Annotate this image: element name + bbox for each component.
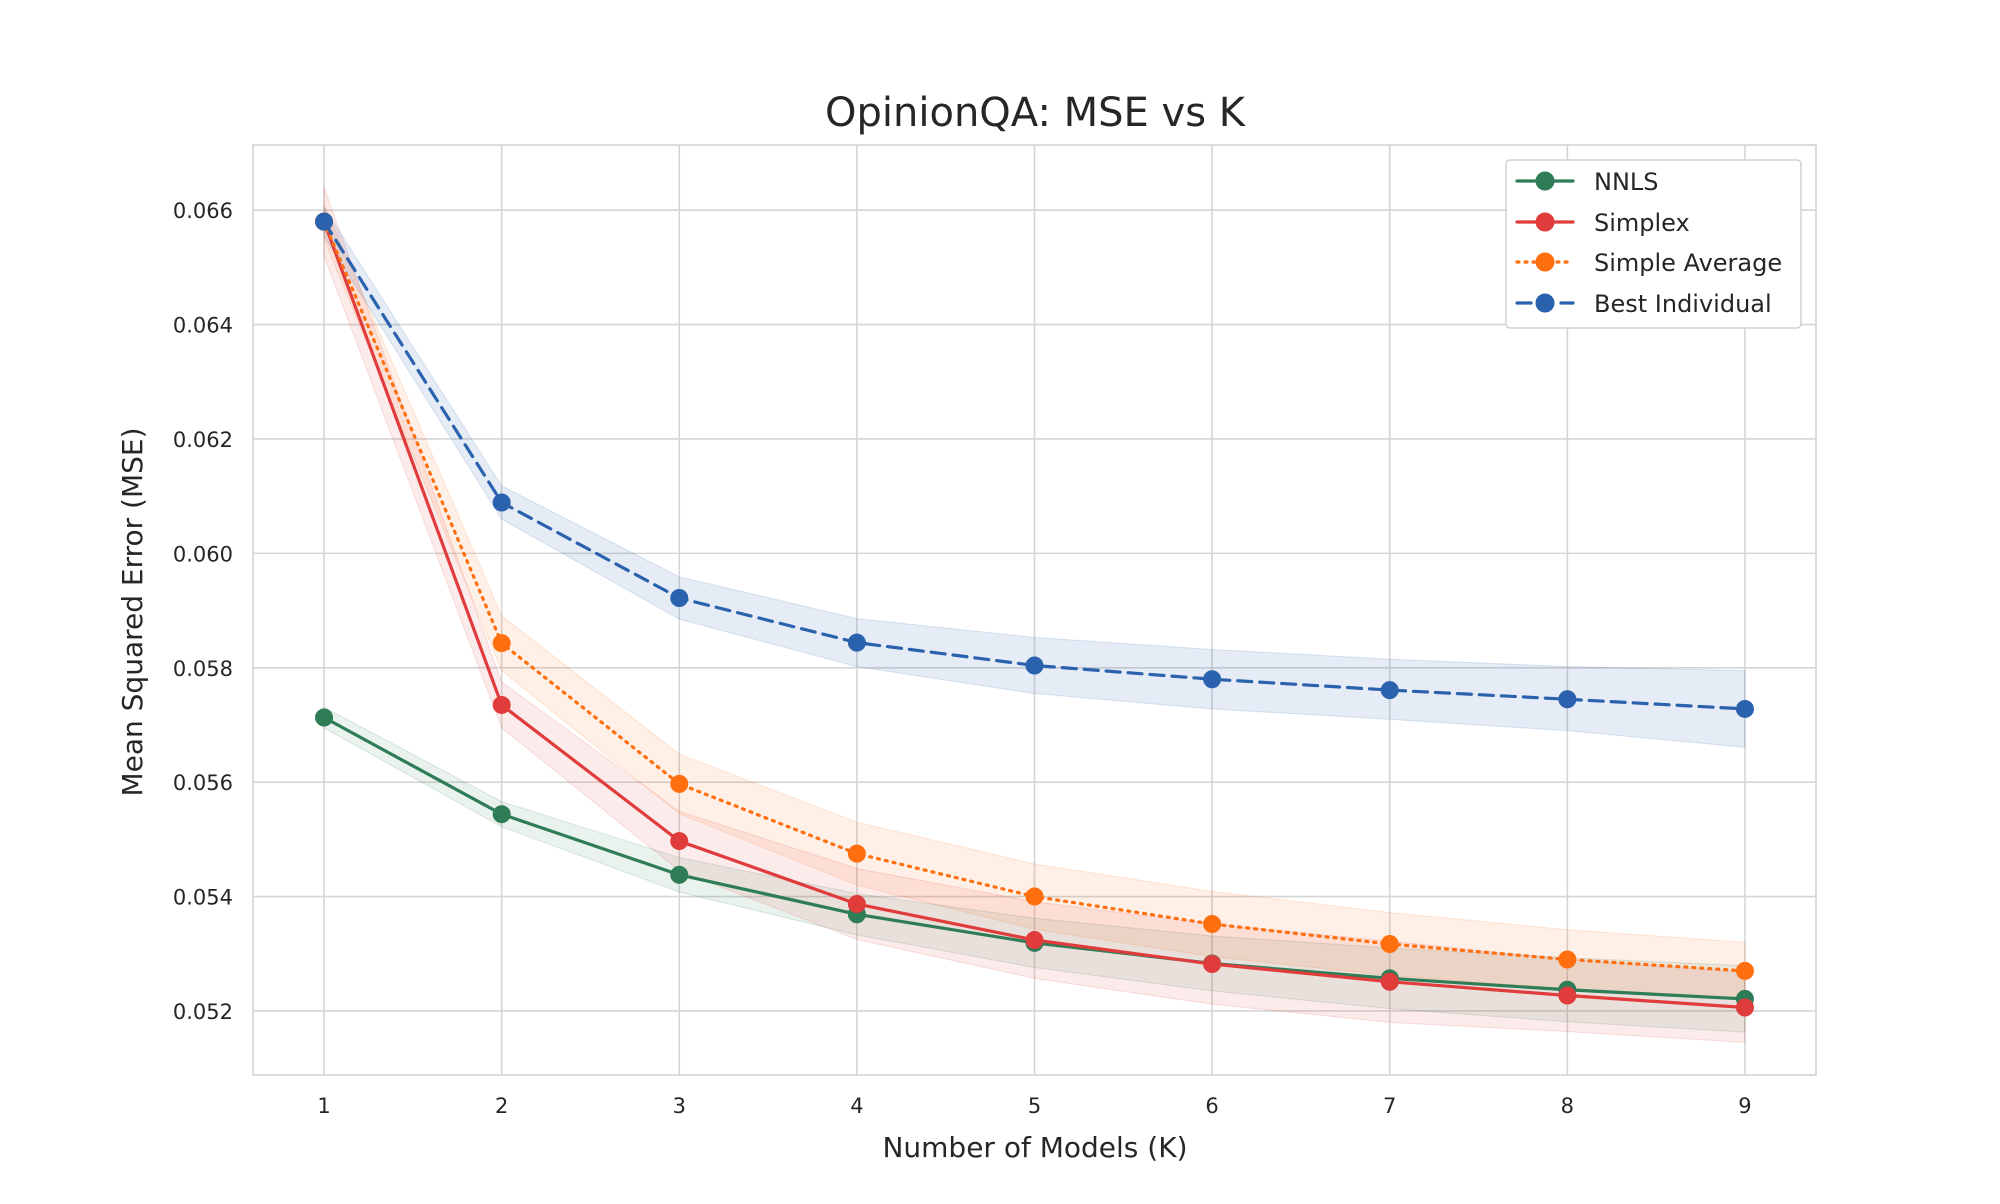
point-best-individual-k1 (315, 212, 334, 231)
point-simplex-k6 (1203, 955, 1222, 974)
point-simplex-k5 (1025, 931, 1044, 950)
y-tick-label-0-066: 0.066 (173, 199, 233, 223)
legend-label-simple-average: Simple Average (1594, 249, 1782, 277)
legend-marker-simplex (1535, 212, 1555, 232)
point-simple-average-k6 (1203, 915, 1222, 934)
y-tick-label-0-054: 0.054 (173, 886, 233, 910)
legend-marker-best-individual (1535, 293, 1555, 313)
y-tick-label-0-064: 0.064 (173, 314, 233, 338)
point-simplex-k4 (847, 894, 866, 913)
x-tick-label-4: 4 (850, 1094, 863, 1118)
point-simple-average-k8 (1558, 950, 1577, 969)
point-best-individual-k2 (492, 493, 511, 512)
point-simplex-k3 (670, 832, 689, 851)
x-tick-label-6: 6 (1205, 1094, 1218, 1118)
point-simple-average-k7 (1380, 935, 1399, 954)
point-nnls-k3 (670, 865, 689, 884)
point-best-individual-k8 (1558, 690, 1577, 709)
y-tick-label-0-060: 0.060 (173, 542, 233, 566)
point-best-individual-k7 (1380, 681, 1399, 700)
point-simple-average-k5 (1025, 887, 1044, 906)
legend-box (1505, 159, 1802, 329)
point-simplex-k2 (492, 695, 511, 714)
legend-item-nnls: NNLS (1515, 168, 1659, 196)
point-simple-average-k2 (492, 634, 511, 653)
point-simplex-k7 (1380, 972, 1399, 991)
tick-label-layer: 1 2 3 4 5 6 7 8 9 0.052 0.054 0.056 0.058 0.060 0.062 0… (173, 199, 1752, 1118)
point-best-individual-k5 (1025, 656, 1044, 675)
x-tick-label-5: 5 (1028, 1094, 1041, 1118)
legend-item-simple-average: Simple Average (1515, 249, 1782, 277)
x-tick-label-7: 7 (1383, 1094, 1396, 1118)
point-simple-average-k9 (1735, 961, 1754, 980)
band-best-individual (323, 205, 1746, 748)
legend: NNLS Simplex Simple Average Best Individ… (1505, 159, 1802, 329)
point-simple-average-k4 (847, 844, 866, 863)
point-best-individual-k6 (1203, 670, 1222, 689)
point-best-individual-k4 (847, 633, 866, 652)
legend-label-simplex: Simplex (1594, 209, 1690, 237)
legend-label-best-individual: Best Individual (1594, 290, 1772, 318)
point-nnls-k2 (492, 805, 511, 824)
y-axis-title: Mean Squared Error (MSE) (116, 427, 149, 796)
x-tick-label-2: 2 (495, 1094, 508, 1118)
legend-label-nnls: NNLS (1594, 168, 1659, 196)
point-best-individual-k9 (1735, 699, 1754, 718)
point-simplex-k8 (1558, 986, 1577, 1005)
chart-title: OpinionQA: MSE vs K (825, 90, 1247, 136)
y-tick-label-0-062: 0.062 (173, 428, 233, 452)
y-tick-label-0-052: 0.052 (173, 1000, 233, 1024)
series-line-best-individual (322, 220, 1747, 711)
x-tick-label-3: 3 (673, 1094, 686, 1118)
x-tick-label-8: 8 (1561, 1094, 1574, 1118)
legend-item-best-individual: Best Individual (1515, 290, 1772, 318)
legend-item-simplex: Simplex (1515, 209, 1690, 237)
legend-marker-simple-average (1535, 252, 1555, 272)
point-best-individual-k3 (670, 588, 689, 607)
y-tick-label-0-058: 0.058 (173, 657, 233, 681)
point-nnls-k1 (315, 708, 334, 727)
x-tick-label-1: 1 (317, 1094, 330, 1118)
point-simplex-k9 (1735, 998, 1754, 1017)
point-layer (315, 212, 1754, 1017)
x-axis-title: Number of Models (K) (882, 1131, 1187, 1164)
y-tick-label-0-056: 0.056 (173, 771, 233, 795)
point-simple-average-k3 (670, 774, 689, 793)
x-tick-label-9: 9 (1738, 1094, 1751, 1118)
legend-marker-nnls (1535, 171, 1555, 191)
